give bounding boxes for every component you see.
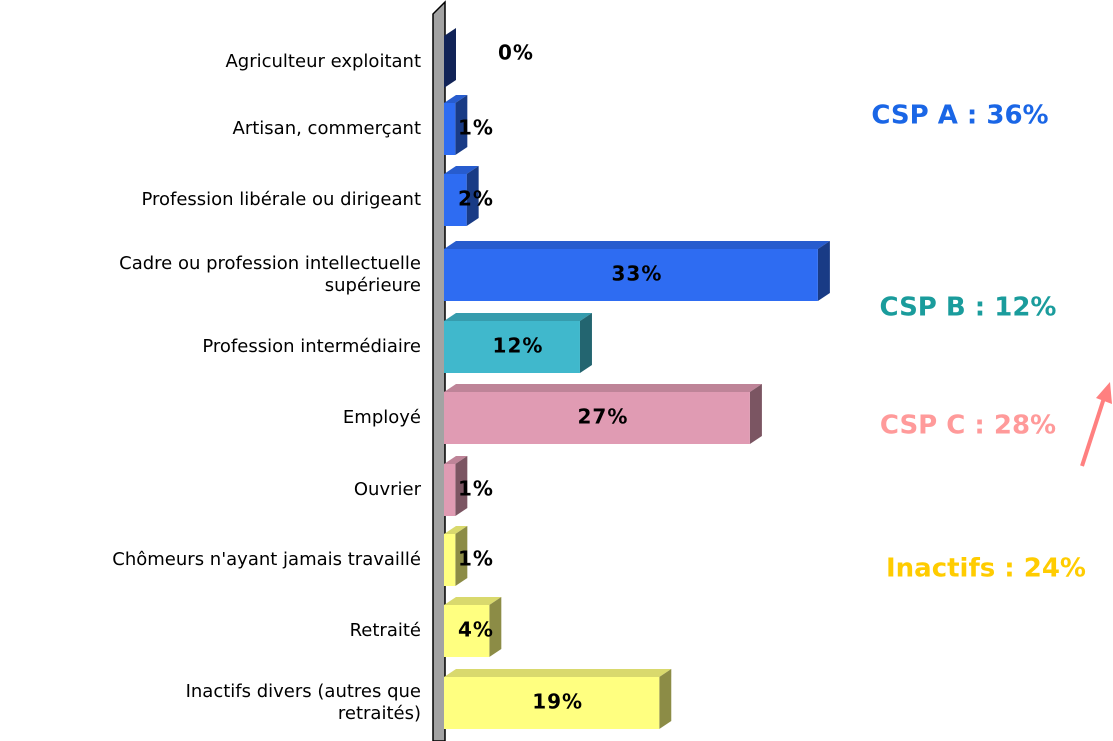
category-label: Employé	[342, 407, 421, 428]
bar-top	[444, 597, 502, 605]
bar-top	[444, 526, 468, 534]
arrow-line	[1080, 397, 1106, 467]
bar	[444, 313, 592, 373]
bar	[444, 456, 468, 516]
category-label: Agriculteur exploitant	[225, 51, 421, 72]
bar-top	[444, 384, 762, 392]
value-label: 2%	[458, 187, 494, 211]
axis-wall	[432, 0, 446, 741]
bar-top	[444, 241, 830, 249]
value-label: 33%	[612, 262, 663, 286]
value-label: 1%	[458, 477, 494, 501]
category-label: Artisan, commerçant	[232, 118, 421, 139]
bar-side	[579, 313, 592, 373]
value-label: 19%	[532, 690, 583, 714]
bar-side	[466, 166, 479, 226]
bar-front	[444, 605, 490, 657]
bar-top	[444, 456, 468, 464]
bar-side	[817, 241, 830, 301]
bar-top	[444, 313, 592, 321]
value-label: 1%	[458, 116, 494, 140]
category-label: Chômeurs n'ayant jamais travaillé	[112, 549, 421, 570]
bar-top	[444, 95, 468, 103]
bar-front	[444, 103, 456, 155]
bar	[444, 384, 762, 444]
value-label: 0%	[498, 41, 534, 65]
bar	[444, 28, 456, 88]
annotation: CSP A : 36%	[871, 101, 1048, 131]
bar-side	[455, 526, 468, 586]
value-label: 27%	[578, 405, 629, 429]
bar-side	[444, 28, 456, 88]
bar-front	[444, 174, 467, 226]
bar-front	[444, 677, 660, 729]
bar-side	[659, 669, 672, 729]
category-label: Cadre ou profession intellectuelle supér…	[119, 253, 421, 296]
bar-side	[455, 95, 468, 155]
bar-side	[489, 597, 502, 657]
bar	[444, 241, 830, 301]
bar-top	[444, 166, 479, 174]
bar	[444, 669, 672, 729]
bar-front	[444, 249, 818, 301]
bar-front	[444, 392, 750, 444]
arrow	[1080, 382, 1112, 467]
annotation: CSP B : 12%	[880, 293, 1057, 323]
category-label: Profession libérale ou dirigeant	[141, 189, 421, 210]
bar	[444, 166, 479, 226]
category-label: Profession intermédiaire	[202, 336, 421, 357]
bar	[444, 95, 468, 155]
bar	[444, 526, 468, 586]
category-label: Retraité	[349, 620, 421, 641]
bar-side	[455, 456, 468, 516]
bar-front	[444, 464, 456, 516]
arrow-head	[1096, 382, 1112, 404]
value-label: 1%	[458, 547, 494, 571]
value-label: 4%	[458, 618, 494, 642]
category-label: Inactifs divers (autres que retraités)	[185, 681, 421, 724]
annotation: CSP C : 28%	[880, 411, 1056, 441]
bar	[444, 597, 502, 657]
bar-top	[444, 669, 672, 677]
bar-front	[444, 321, 580, 373]
bar-front	[444, 534, 456, 586]
bar-side	[749, 384, 762, 444]
annotation: Inactifs : 24%	[886, 554, 1086, 584]
value-label: 12%	[493, 334, 544, 358]
category-label: Ouvrier	[353, 479, 421, 500]
